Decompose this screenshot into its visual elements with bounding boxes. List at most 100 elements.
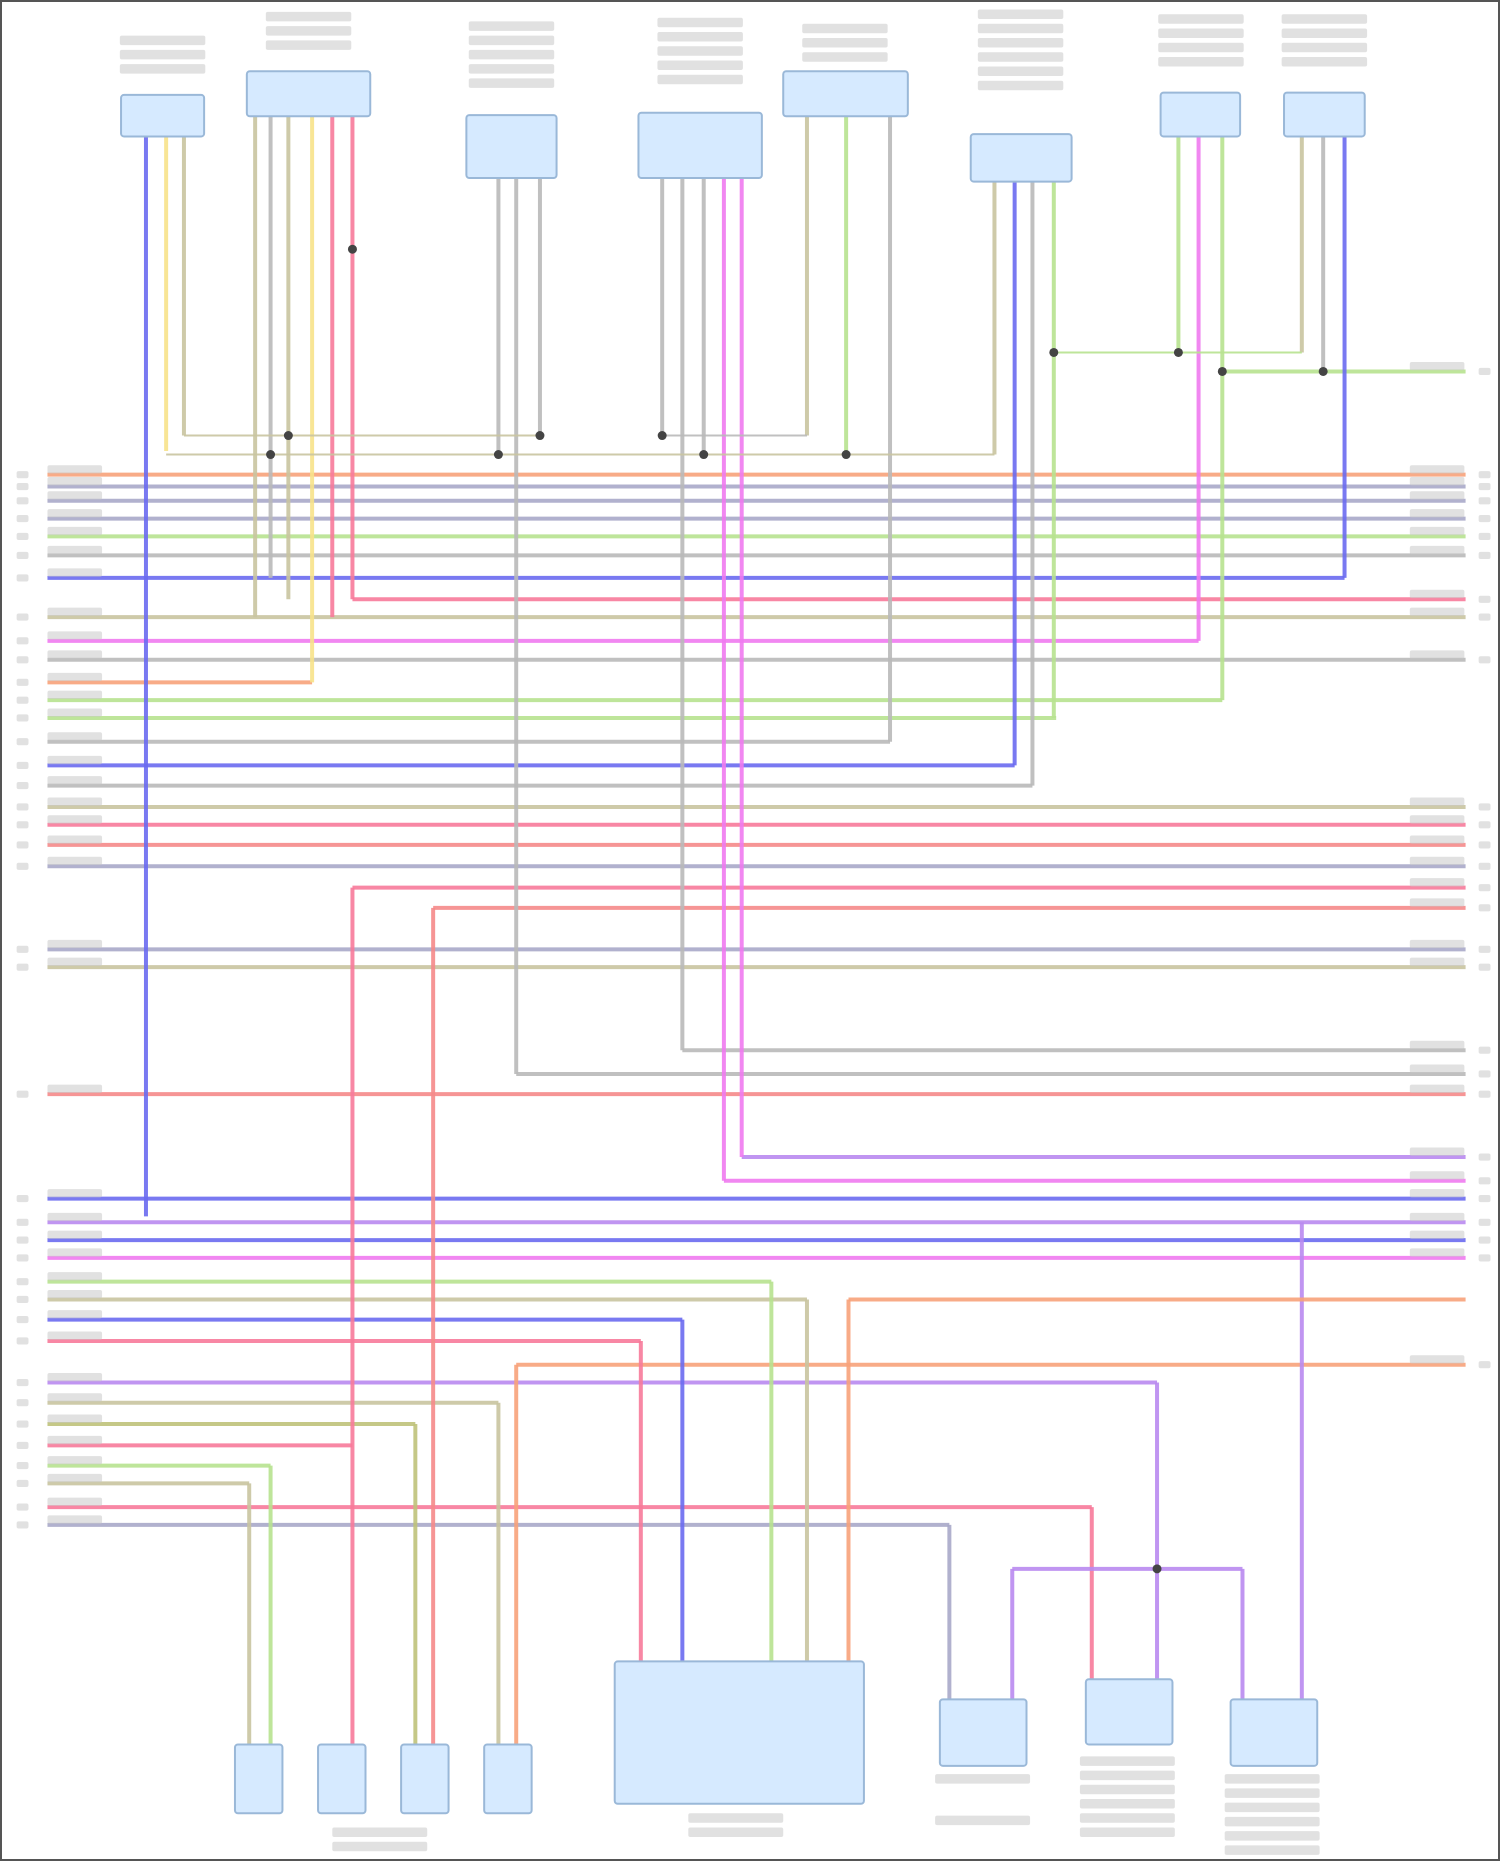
blurred-label [1478,862,1491,870]
blurred-label [16,1236,29,1244]
blurred-label [657,17,743,28]
component-box [233,1743,284,1815]
blurred-label [16,1378,29,1387]
splice-dot [699,450,709,460]
blurred-label [935,1815,1031,1826]
blurred-label [977,52,1064,62]
component-box [938,1698,1028,1767]
blurred-label [1281,42,1368,53]
blurred-label [1409,509,1465,518]
blurred-label [47,690,103,699]
blurred-label [16,761,29,769]
blurred-label [1478,1177,1491,1185]
blurred-label [1158,42,1244,53]
blurred-label [468,21,555,31]
splice-dot [283,431,293,441]
blurred-label [1409,1171,1465,1180]
blurred-label [657,60,743,71]
blurred-label [688,1827,784,1838]
blurred-label [16,574,29,582]
blurred-label [1478,963,1491,971]
blurred-label [47,1473,103,1483]
splice-dot [841,450,851,460]
blurred-label [16,821,29,829]
blurred-label [16,656,29,664]
blurred-label [1409,939,1465,949]
blurred-label [47,672,103,682]
blurred-label [16,803,29,811]
blurred-label [1079,1756,1175,1766]
blurred-label [1409,1355,1465,1364]
blurred-label [468,49,555,60]
blurred-label [1409,1212,1465,1222]
blurred-label [47,732,103,741]
blurred-label [47,1084,103,1093]
blurred-label [1478,904,1491,912]
blurred-label [16,1090,29,1098]
blurred-label [47,1456,103,1465]
blurred-label [1478,613,1491,621]
blurred-label [802,23,888,34]
blurred-label [332,1841,428,1852]
blurred-label [1478,515,1491,523]
blurred-label [265,40,352,50]
blurred-label [1409,957,1465,966]
blurred-label [16,551,29,559]
blurred-label [16,1278,29,1286]
blurred-label [1409,1064,1465,1073]
splice-dot [535,431,545,441]
blurred-label [468,64,555,74]
blurred-label [1224,1816,1320,1827]
blurred-label [1409,1147,1465,1156]
blurred-label [332,1827,428,1838]
blurred-label [1079,1784,1175,1795]
blurred-label [47,465,103,474]
splice-dot [657,431,667,441]
blurred-label [1478,945,1491,953]
blurred-label [657,46,743,56]
blurred-label [657,74,743,85]
blurred-label [802,52,888,62]
blurred-label [1158,28,1244,38]
blurred-label [47,1212,103,1222]
blurred-label [47,607,103,616]
blurred-label [47,1373,103,1382]
blurred-label [1224,1831,1320,1841]
blurred-label [1158,56,1244,67]
blurred-label [16,1521,29,1529]
component-box [613,1660,865,1805]
blurred-label [16,471,29,479]
blurred-label [1478,1218,1491,1226]
blurred-label [1478,1046,1491,1054]
blurred-label [47,1414,103,1423]
blurred-label [47,631,103,640]
blurred-label [16,738,29,746]
blurred-label [977,37,1064,48]
blurred-label [977,23,1064,34]
blurred-label [1281,14,1368,24]
blurred-label [47,1230,103,1239]
blurred-label [16,1254,29,1262]
blurred-label [119,64,206,74]
blurred-label [16,1218,29,1226]
blurred-label [1409,607,1465,616]
blurred-label [47,708,103,717]
component-box [400,1743,450,1815]
blurred-label [16,945,29,953]
splice-dot [1318,366,1328,376]
blurred-label [468,78,555,88]
blurred-label [16,782,29,790]
blurred-label [977,66,1064,76]
blurred-label [16,532,29,540]
component-box [637,111,763,180]
blurred-label [1224,1788,1320,1798]
blurred-label [47,1515,103,1524]
blurred-label [47,835,103,844]
blurred-label [1224,1774,1320,1784]
blurred-label [16,1337,29,1345]
blurred-label [16,1479,29,1487]
splice-dot [347,244,357,254]
splice-dot [1152,1564,1162,1574]
blurred-label [688,1813,784,1823]
